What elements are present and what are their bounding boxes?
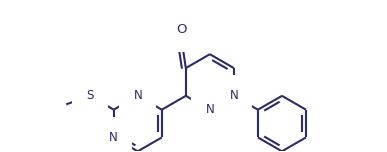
Text: N: N: [110, 131, 118, 144]
Text: S: S: [86, 89, 93, 102]
Text: N: N: [229, 89, 238, 102]
Text: O: O: [176, 23, 187, 36]
Text: N: N: [134, 89, 142, 102]
Text: N: N: [205, 103, 214, 116]
